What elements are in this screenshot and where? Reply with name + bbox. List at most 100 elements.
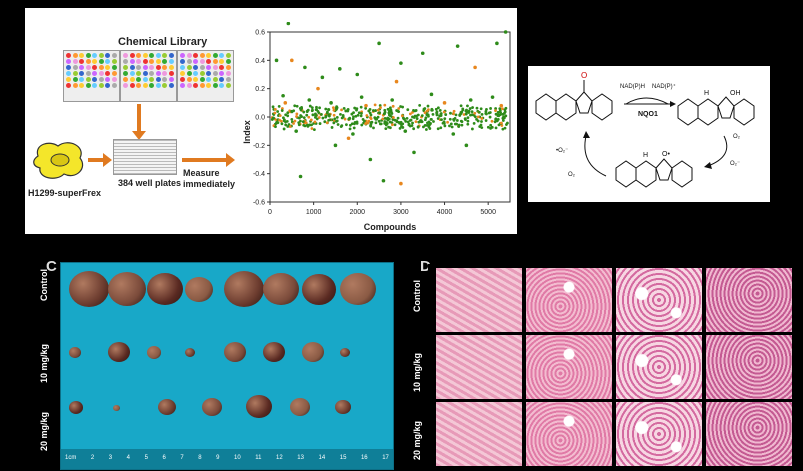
plate-well <box>206 83 211 88</box>
band-point <box>332 108 336 112</box>
plate-well <box>180 65 185 70</box>
plate-well <box>85 65 91 70</box>
ruler-number: 9 <box>216 455 220 461</box>
band-point <box>449 122 453 126</box>
plate-well <box>98 83 104 88</box>
band-point <box>431 112 435 116</box>
plate-well <box>136 83 141 88</box>
band-point <box>300 106 303 109</box>
tumor-sample <box>146 273 183 306</box>
library-title: Chemical Library <box>118 36 208 48</box>
band-point <box>430 107 434 111</box>
scatter-point <box>303 65 307 70</box>
band-point <box>400 114 404 118</box>
plate-well <box>105 59 110 64</box>
plate-well <box>155 59 161 64</box>
band-point <box>354 114 358 118</box>
band-point <box>305 109 309 113</box>
scatter-point <box>468 98 473 102</box>
tumor-sample <box>201 398 222 416</box>
band-point <box>340 124 344 128</box>
band-point <box>435 113 439 116</box>
band-point <box>448 117 452 121</box>
scatter-point <box>320 75 325 80</box>
plate-well <box>149 77 154 82</box>
plate-well <box>111 77 117 82</box>
plate-well <box>79 71 84 76</box>
band-point <box>455 119 459 122</box>
tumor-sample <box>69 401 83 414</box>
band-point <box>367 109 371 113</box>
scatter-point <box>274 58 279 63</box>
band-point <box>480 112 484 116</box>
band-point <box>470 113 474 117</box>
band-point <box>386 107 390 111</box>
band-point <box>471 106 474 109</box>
band-point <box>332 121 336 125</box>
plate-well <box>123 71 128 76</box>
band-point <box>314 115 317 119</box>
plate-well <box>92 59 97 64</box>
down-arrow-icon <box>132 104 146 140</box>
panel-c-letter: C <box>46 258 57 275</box>
scatter-point <box>420 51 425 56</box>
band-point <box>383 122 387 125</box>
band-point <box>383 103 387 107</box>
band-point <box>286 111 290 115</box>
band-point <box>372 126 375 130</box>
plate-well <box>79 77 84 82</box>
compound-plate-3 <box>177 50 234 102</box>
band-point <box>321 116 325 120</box>
band-point <box>459 112 463 115</box>
ruler: 1cm 2 3 4 5 6 7 8 9 10 11 12 13 14 15 16 17 <box>61 449 393 469</box>
ruler-number: 15 <box>339 455 347 461</box>
h-label-top: H <box>704 90 709 97</box>
band-point <box>448 124 451 128</box>
plate-well <box>219 65 224 70</box>
plate-well <box>212 53 218 58</box>
ruler-number: 12 <box>276 455 283 461</box>
superoxide-left-label: •O₂⁻ <box>556 148 568 154</box>
band-point <box>381 117 385 121</box>
band-point <box>387 117 391 121</box>
plate-well <box>79 83 84 88</box>
plate-well <box>105 83 110 88</box>
tissue-section <box>526 268 612 332</box>
plate-well <box>206 65 211 70</box>
band-point <box>360 111 363 115</box>
tumor-sample <box>224 271 264 307</box>
scatter-point <box>464 143 469 148</box>
scatter-point <box>455 44 460 48</box>
tumor-sample <box>224 342 246 362</box>
ruler-number: 2 <box>90 455 95 461</box>
tumor-sample <box>185 277 214 303</box>
plate-well <box>142 59 148 64</box>
nadp-label: NAD(P)⁺ <box>652 83 676 90</box>
scatter-point <box>368 157 373 162</box>
plate-well <box>98 71 104 76</box>
tumor-sample <box>146 346 161 359</box>
band-point <box>353 106 357 110</box>
plate-well <box>123 65 128 70</box>
tumor-sample <box>157 399 176 416</box>
y-tick-label: -0.2 <box>253 143 265 150</box>
plate-well <box>155 83 161 88</box>
plate-well <box>123 53 128 58</box>
band-point <box>419 119 423 123</box>
band-point <box>342 106 346 110</box>
band-point <box>315 105 318 109</box>
band-point <box>391 123 394 127</box>
tumor-sample <box>301 342 324 362</box>
ruler-number: 8 <box>198 455 202 461</box>
band-point <box>286 125 290 128</box>
band-point <box>459 104 463 108</box>
tumor-sample <box>262 342 285 362</box>
band-point <box>353 122 356 126</box>
plate-well <box>72 77 78 82</box>
plate-well <box>72 83 78 88</box>
band-point <box>401 105 405 109</box>
plate-well <box>142 77 148 82</box>
scatter-point <box>283 101 288 105</box>
band-point <box>369 124 372 128</box>
plate-well <box>105 65 110 70</box>
